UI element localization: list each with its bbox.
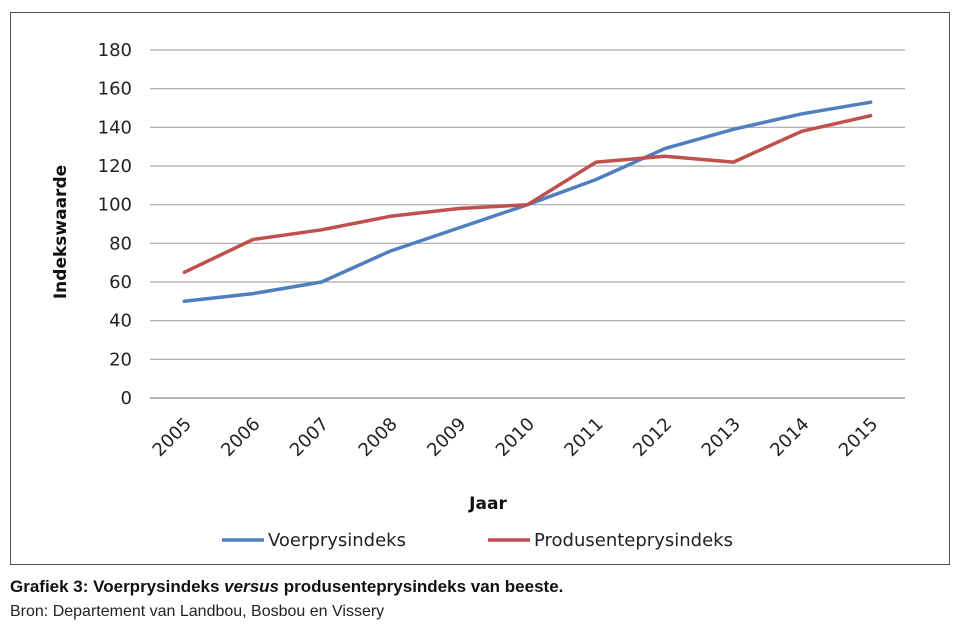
series-lines — [182, 100, 873, 304]
chart-frame — [10, 12, 950, 565]
caption-emphasis: versus — [224, 577, 279, 596]
x-axis-title: Jaar — [468, 494, 507, 514]
gridlines — [150, 49, 905, 399]
y-tick-label: 140 — [98, 117, 132, 138]
x-tick-label: 2014 — [766, 414, 813, 461]
y-tick-label: 160 — [98, 79, 132, 100]
series-line — [182, 113, 873, 275]
x-tick-label: 2005 — [149, 414, 196, 461]
legend: Voerprysindeks Produsenteprysindeks — [222, 530, 733, 551]
series-line — [182, 100, 873, 304]
y-tick-label: 120 — [98, 156, 132, 177]
x-tick-label: 2013 — [698, 414, 745, 461]
x-tick-label: 2010 — [492, 414, 539, 461]
x-tick-label: 2011 — [560, 414, 607, 461]
y-tick-label: 20 — [109, 349, 132, 370]
x-tick-label: 2012 — [629, 414, 676, 461]
figure-source: Bron: Departement van Landbou, Bosbou en… — [10, 603, 385, 620]
y-tick-label: 100 — [98, 195, 132, 216]
y-tick-label: 80 — [109, 233, 132, 254]
x-tick-label: 2006 — [217, 414, 264, 461]
x-tick-label: 2008 — [355, 414, 402, 461]
y-tick-label: 0 — [121, 388, 132, 409]
x-tick-labels: 2005 2006 2007 2008 2009 2010 2011 2012 2013 2014… — [149, 414, 883, 461]
figure-caption: Grafiek 3: Voerprysindeks versus produse… — [10, 577, 563, 597]
x-tick-label: 2007 — [286, 414, 333, 461]
caption-prefix: Grafiek 3: Voerprysindeks — [10, 577, 225, 596]
y-tick-label: 180 — [98, 40, 132, 61]
caption-suffix: produsenteprysindeks van beeste. — [279, 577, 564, 596]
y-tick-labels: 0 20 40 60 80 100 120 140 160 180 — [98, 40, 132, 409]
y-tick-label: 40 — [109, 311, 132, 332]
y-tick-label: 60 — [109, 272, 132, 293]
legend-label: Produsenteprysindeks — [534, 530, 733, 551]
x-tick-label: 2009 — [423, 414, 470, 461]
x-tick-label: 2015 — [835, 414, 882, 461]
legend-label: Voerprysindeks — [268, 530, 406, 551]
y-axis-title: Indekswaarde — [51, 165, 71, 299]
